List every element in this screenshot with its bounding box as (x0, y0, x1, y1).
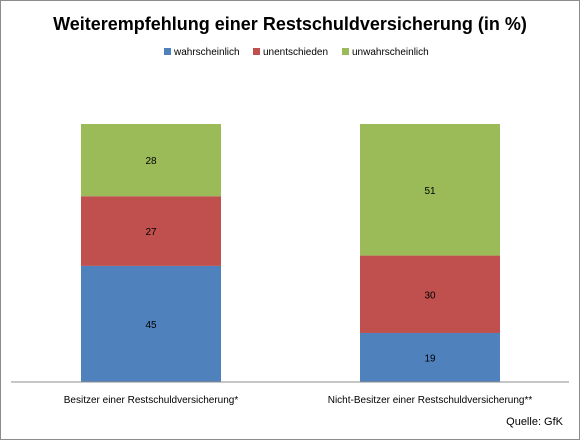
data-label-wahrscheinlich-1: 19 (424, 353, 436, 364)
category-label-0: Besitzer einer Restschuldversicherung* (64, 395, 239, 406)
bar-unwahrscheinlich-0 (81, 124, 221, 197)
category-label-1: Nicht-Besitzer einer Restschuldversicher… (328, 395, 533, 406)
data-label-unentschieden-1: 30 (424, 290, 436, 301)
data-label-unwahrscheinlich-1: 51 (424, 186, 436, 197)
data-label-unwahrscheinlich-0: 28 (145, 156, 157, 167)
legend-label-unentschieden: unentschieden (263, 47, 328, 58)
bar-wahrscheinlich-1 (360, 332, 500, 382)
legend-swatch-unwahrscheinlich (342, 48, 349, 55)
category-labels: Besitzer einer Restschuldversicherung* Ni… (64, 395, 533, 406)
legend-swatch-wahrscheinlich (164, 48, 171, 55)
bars: 45 27 28 19 30 51 (81, 124, 500, 382)
data-label-unentschieden-0: 27 (145, 227, 157, 238)
bar-unwahrscheinlich-1 (360, 124, 500, 256)
legend-label-wahrscheinlich: wahrscheinlich (173, 47, 240, 58)
source-label: Quelle: GfK (506, 416, 564, 428)
legend-swatch-unentschieden (253, 48, 260, 55)
data-label-wahrscheinlich-0: 45 (145, 320, 157, 331)
legend-label-unwahrscheinlich: unwahrscheinlich (352, 47, 429, 58)
bar-wahrscheinlich-0 (81, 265, 221, 382)
legend: wahrscheinlich unentschieden unwahrscheinl… (164, 47, 429, 58)
bar-unentschieden-0 (81, 196, 221, 266)
chart-title: Weiterempfehlung einer Restschuldversich… (53, 14, 527, 34)
bar-unentschieden-1 (360, 255, 500, 333)
